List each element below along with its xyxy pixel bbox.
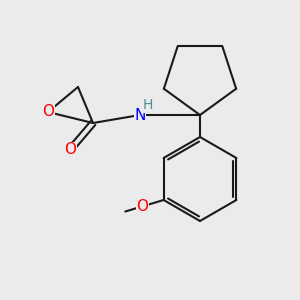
Text: H: H (143, 98, 153, 112)
Text: O: O (136, 199, 148, 214)
Text: O: O (64, 142, 76, 158)
Text: O: O (42, 104, 54, 119)
Text: N: N (134, 107, 146, 122)
